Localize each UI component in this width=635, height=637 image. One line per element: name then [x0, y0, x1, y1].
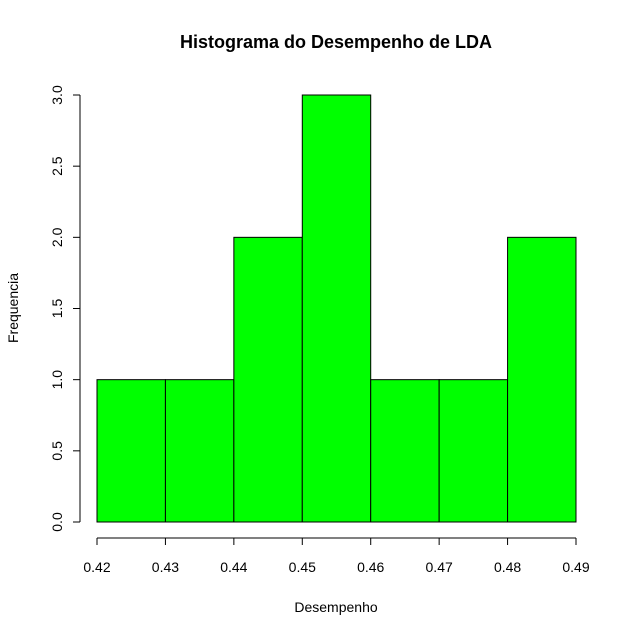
y-tick-label: 2.5 — [49, 156, 65, 176]
y-tick-label: 1.0 — [49, 370, 65, 390]
y-axis-label: Frequencia — [5, 273, 21, 343]
y-tick-label: 3.0 — [49, 85, 65, 105]
x-tick-label: 0.42 — [83, 559, 110, 575]
x-tick-label: 0.47 — [426, 559, 453, 575]
x-tick-label: 0.46 — [357, 559, 384, 575]
histogram-bar-0 — [96, 379, 166, 523]
y-tick-label: 2.0 — [49, 227, 65, 247]
x-tick-label: 0.48 — [494, 559, 521, 575]
histogram-bar-1 — [164, 379, 235, 523]
bars-group — [96, 94, 577, 523]
x-tick-label: 0.44 — [220, 559, 247, 575]
y-tick-label: 0.5 — [49, 441, 65, 461]
histogram-bar-3 — [301, 94, 372, 523]
histogram-bar-5 — [438, 379, 509, 523]
histogram-bar-4 — [370, 379, 440, 523]
chart-title: Histograma do Desempenho de LDA — [180, 32, 492, 52]
x-tick-label: 0.45 — [289, 559, 316, 575]
x-axis: 0.42 0.43 0.44 0.45 0.46 0.47 0.48 0.49 — [83, 537, 590, 575]
y-tick-label: 0.0 — [49, 512, 65, 532]
x-tick-label: 0.43 — [152, 559, 179, 575]
x-tick-label: 0.49 — [562, 559, 589, 575]
y-tick-label: 1.5 — [49, 299, 65, 319]
histogram-bar-6 — [507, 236, 577, 523]
histogram-bar-2 — [233, 236, 303, 523]
y-axis: 0.0 0.5 1.0 1.5 2.0 2.5 3.0 — [49, 85, 81, 532]
x-axis-label: Desempenho — [294, 599, 377, 615]
